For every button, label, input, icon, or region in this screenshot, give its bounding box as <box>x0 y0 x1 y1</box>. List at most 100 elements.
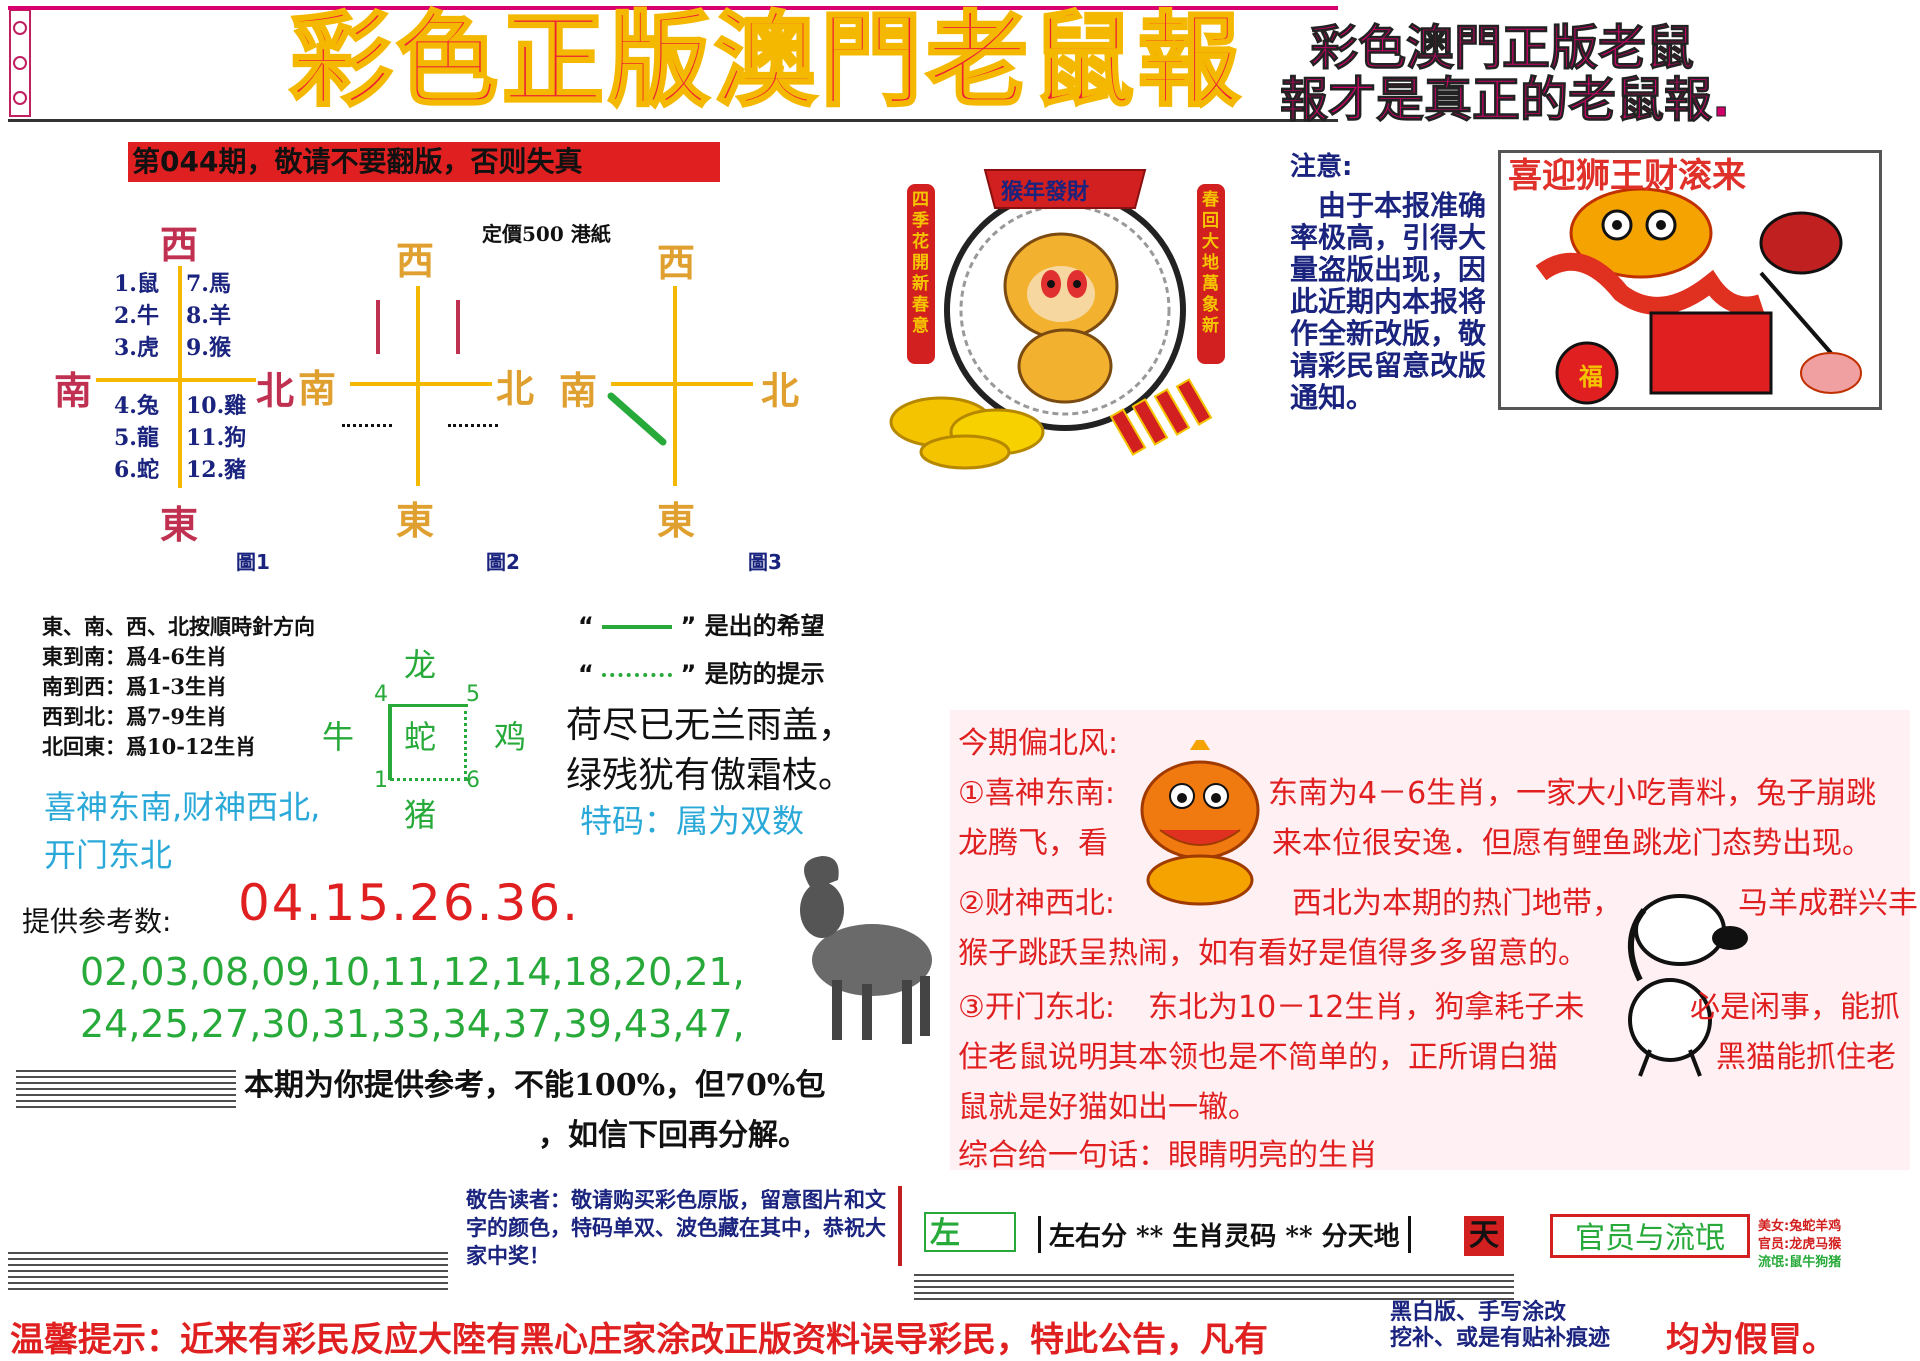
fig2-caption: 圖2 <box>486 550 520 574</box>
wind-summary: 综合给一句话：眼睛明亮的生肖 <box>958 1138 1378 1173</box>
monkey-emblem: 猴年發財 四季花開新春意 春回大地萬象新 <box>885 160 1245 470</box>
poem-line-2: 绿残犹有傲霜枝。 <box>566 755 855 796</box>
price-note: 定價500 港紙 <box>482 222 611 246</box>
mini-bottom: 猪 <box>404 796 437 834</box>
fig1-west: 西 <box>160 222 199 267</box>
wind-p1-text-c: 来本位很安逸．但愿有鲤鱼跳龙门态势出现。 <box>1272 826 1872 861</box>
footer-tail: 均为假冒。 <box>1666 1320 1836 1360</box>
fig2-west: 西 <box>396 238 435 283</box>
fig3-east: 東 <box>657 498 696 543</box>
lion-envelope-char: 福 <box>1579 363 1603 391</box>
mini-left: 牛 <box>322 718 355 756</box>
rule-line: 南到西：爲1-3生肖 <box>42 674 227 699</box>
legend-dotted-line <box>602 673 673 677</box>
fig3-south: 南 <box>559 368 598 413</box>
wind-p3-text-b: 必是闲事，能抓 <box>1690 990 1900 1025</box>
fig1-zodiac-left-lower: 4.兔 5.龍 6.蛇 <box>114 393 159 483</box>
lion-dance-illustration: 福 <box>1498 150 1882 410</box>
side-title-line2: 報才是真正的老鼠報. <box>1279 72 1731 129</box>
reference-row-1: 02,03,08,09,10,11,12,14,18,20,21, <box>80 950 745 994</box>
compass-figure-3: 西 東 南 北 <box>555 210 815 543</box>
fig1-zodiac-left: 1.鼠 2.牛 3.虎 <box>114 271 159 361</box>
fig1-zodiac-right-lower: 10.雞 11.狗 12.豬 <box>186 393 247 483</box>
gods-line-2: 开门东北 <box>44 836 173 874</box>
rule-line: 西到北：爲7-9生肖 <box>42 704 227 729</box>
fig1-east: 東 <box>160 502 199 547</box>
monkey-banner-right: 春回大地萬象新 <box>1202 190 1219 336</box>
wind-p1-label: ①喜神东南: <box>958 776 1116 811</box>
wind-panel-background <box>950 710 1910 1170</box>
wind-p1-text-b: 龙腾飞，看 <box>958 826 1108 861</box>
fig3-caption: 圖3 <box>748 550 782 574</box>
fig2-south: 南 <box>298 366 337 411</box>
reference-row-2: 24,25,27,30,31,33,34,37,39,43,47, <box>80 1002 745 1046</box>
rule-line: 東、南、西、北按順時針方向 <box>42 614 315 639</box>
fig2-north: 北 <box>496 366 535 411</box>
footer-warning: 温馨提示：近来有彩民反应大陸有黑心庄家涂改正版资料误导彩民，特此公告，凡有 黑白… <box>0 1300 1920 1360</box>
sky-tag: 天 <box>1464 1216 1504 1256</box>
wind-p2-label: ②财神西北: <box>958 886 1116 921</box>
main-title: 彩色正版澳門老鼠報 <box>289 2 1244 121</box>
mini-num: 1 <box>374 768 388 793</box>
monkey-banner-top: 猴年發財 <box>1001 180 1090 205</box>
wind-p2-text-c: 猴子跳跃呈热闹，如有看好是值得多多留意的。 <box>958 936 1588 971</box>
scribble-bottom-left <box>8 1250 448 1290</box>
footer-text: 温馨提示：近来有彩民反应大陸有黑心庄家涂改正版资料误导彩民，特此公告，凡有 <box>10 1320 1268 1360</box>
issue-banner: 第044期，敬请不要翻版，否则失真 <box>128 142 720 182</box>
mini-center: 蛇 <box>404 718 437 756</box>
reference-highlight: 04.15.26.36. <box>238 874 581 932</box>
left-tag: 左 <box>924 1212 1016 1252</box>
split-heaven-earth: 左右分 ** 生肖灵码 ** 分天地 <box>1038 1216 1411 1253</box>
fig3-north: 北 <box>761 368 800 413</box>
wind-p3-text-c: 住老鼠说明其本领也是不简单的，正所谓白猫 <box>958 1040 1558 1075</box>
fig2-east: 東 <box>396 498 435 543</box>
reference-label: 提供参考数: <box>22 905 172 938</box>
fig1-caption: 圖1 <box>236 550 270 574</box>
compass-figure-1: 西 東 南 北 1.鼠 2.牛 3.虎 7.馬 8.羊 9.猴 4.兔 5.龍 6.蛇 10… <box>50 210 294 560</box>
mini-num: 5 <box>466 682 480 707</box>
footer-box: 黑白版、手写涂改 挖补、或是有贴补痕迹 <box>1390 1300 1611 1351</box>
wind-p2-text-a: 西北为本期的热门地带， <box>1292 886 1622 921</box>
legend-dotted: “ ” 是防的提示 <box>578 660 825 688</box>
mini-num: 4 <box>374 682 388 707</box>
notice-body: 由于本报准确率极高，引得大量盗版出现，因此近期内本报将作全新改版，敬请彩民留意改… <box>1290 189 1487 414</box>
official-vs-rogue: 官员与流氓 <box>1550 1214 1750 1258</box>
wind-p1-text-a: 东南为4－6生肖，一家大小吃青料，兔子崩跳 <box>1268 776 1877 811</box>
fig1-north: 北 <box>256 368 295 413</box>
mini-top: 龙 <box>404 646 437 684</box>
goat-illustration <box>772 850 952 1060</box>
dog-illustration <box>1600 880 1750 1080</box>
mini-right: 鸡 <box>494 718 527 756</box>
dragon-illustration <box>1130 734 1270 910</box>
mini-zodiac-diagram: 龙 蛇 牛 鸡 猪 4 5 1 6 <box>318 636 538 836</box>
mini-zodiac-groups: 美女:兔蛇羊鸡 官员:龙虎马猴 流氓:鼠牛狗猪 <box>1758 1219 1842 1270</box>
scribble-bottom-right <box>914 1270 1514 1300</box>
gods-line-1: 喜神东南,财神西北, <box>44 788 321 826</box>
header-border <box>8 6 1338 122</box>
fig3-west: 西 <box>657 240 696 285</box>
wind-title: 今期偏北风: <box>958 726 1119 761</box>
poem-line-1: 荷尽已无兰雨盖， <box>566 705 855 746</box>
lion-box-title: 喜迎狮王财滚来 <box>1508 156 1746 196</box>
left-decoration <box>8 8 32 118</box>
wind-p3-text-a: 东北为10－12生肖，狗拿耗子未 <box>1148 990 1585 1025</box>
direction-rules: 東、南、西、北按順時針方向 東到南：爲4-6生肖 南到西：爲1-3生肖 西到北：… <box>42 612 315 762</box>
monkey-banner-left: 四季花開新春意 <box>912 190 929 336</box>
rule-line: 東到南：爲4-6生肖 <box>42 644 227 669</box>
notice-heading: 注意: <box>1290 152 1353 182</box>
fig1-zodiac-right: 7.馬 8.羊 9.猴 <box>186 271 231 361</box>
disclaimer-line-1: 本期为你提供参考，不能100%，但70%包 <box>244 1068 826 1103</box>
disclaimer-line-2: ，如信下回再分解。 <box>538 1118 808 1153</box>
compass-figure-2: 西 東 南 北 <box>290 210 550 543</box>
wind-p3-text-d: 黑猫能抓住老 <box>1716 1040 1896 1075</box>
legend-solid: “ ” 是出的希望 <box>578 612 825 640</box>
wind-p3-label: ③开门东北: <box>958 990 1116 1025</box>
wind-p2-text-b: 马羊成群兴丰收 <box>1738 886 1920 921</box>
side-title-line1: 彩色澳門正版老鼠 <box>1309 20 1695 77</box>
reader-advice: 敬告读者：敬请购买彩色原版，留意图片和文字的颜色，特码单双、波色藏在其中，恭祝大… <box>466 1188 886 1268</box>
mini-num: 6 <box>466 768 480 793</box>
wind-p3-text-e: 鼠就是好猫如出一辙。 <box>958 1090 1258 1125</box>
special-code-hint: 特码：属为双数 <box>580 802 805 840</box>
rule-line: 北回東：爲10-12生肖 <box>42 734 257 759</box>
scribble-left <box>16 1068 236 1108</box>
